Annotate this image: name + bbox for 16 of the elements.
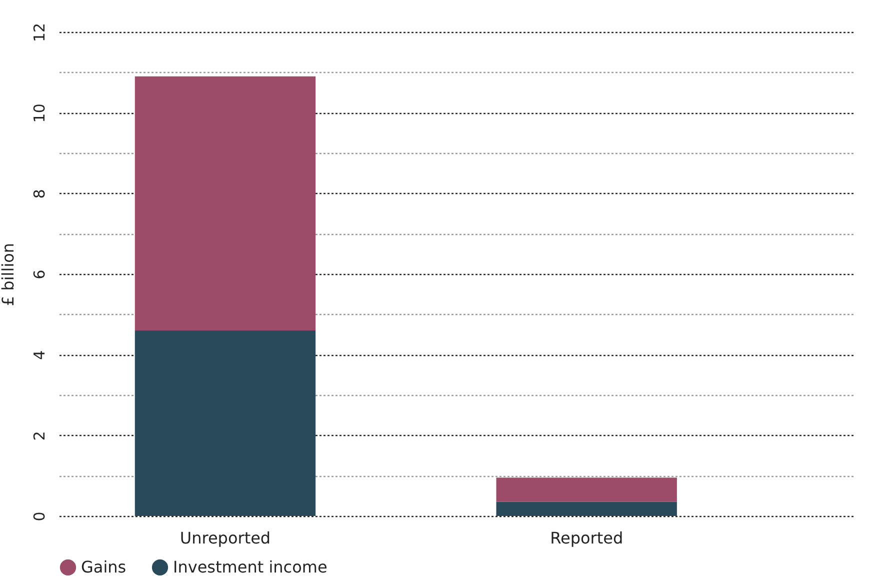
y-axis-title: £ billion	[0, 242, 18, 306]
bar	[496, 478, 677, 502]
y-tick-label: 12	[30, 22, 48, 42]
bar	[496, 502, 677, 516]
y-tick-label: 6	[30, 270, 48, 280]
y-tick-label: 8	[30, 189, 48, 199]
x-tick-label: Unreported	[180, 528, 271, 548]
y-tick-label: 10	[30, 104, 48, 123]
y-tick-label: 0	[30, 512, 48, 522]
legend-label: Investment income	[173, 557, 328, 576]
x-tick-label: Reported	[550, 528, 624, 548]
bar	[134, 76, 316, 330]
y-tick-label: 4	[30, 350, 48, 360]
legend-label: Gains	[81, 557, 126, 576]
y-tick-label: 2	[30, 431, 48, 441]
bar	[134, 330, 316, 516]
